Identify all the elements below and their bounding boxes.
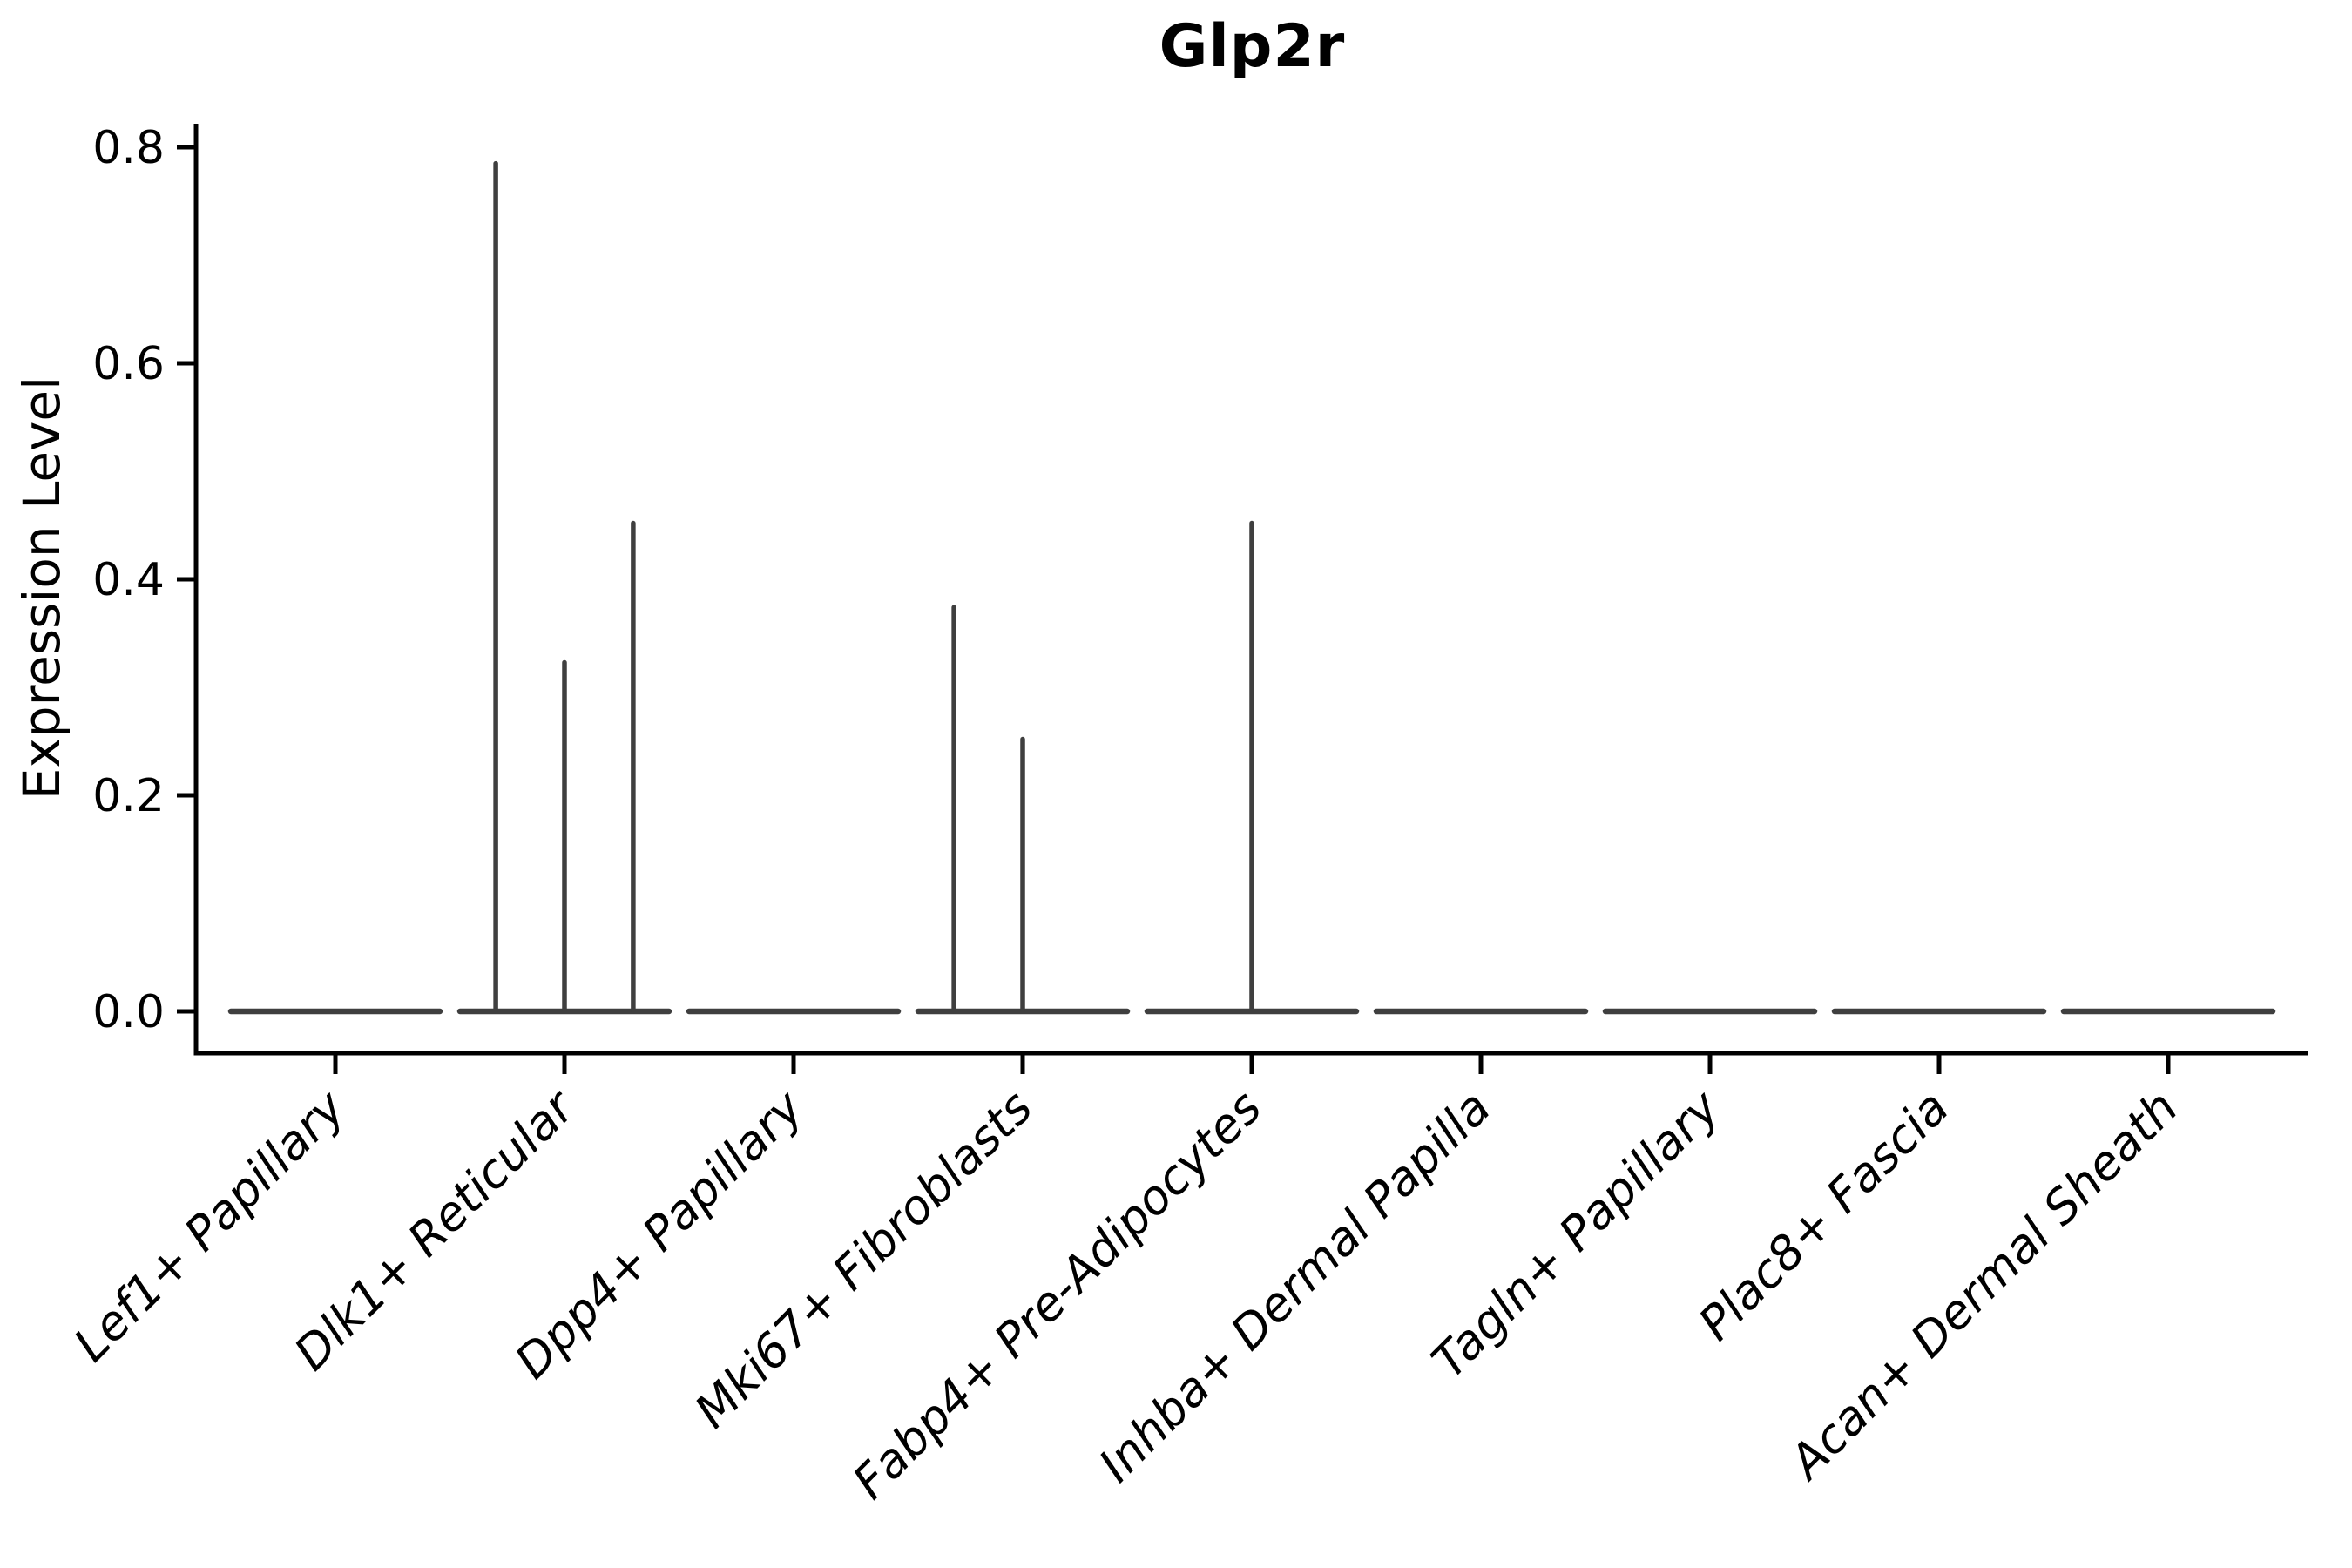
x-tick-label-4: Fabp4+ Pre-Adipocytes xyxy=(842,1080,1272,1510)
y-tick-label-4: 0.8 xyxy=(92,122,165,174)
y-tick-label-0: 0.0 xyxy=(92,986,165,1038)
plot-title: Glp2r xyxy=(1159,12,1346,81)
x-tick-label-5: Inhba+ Dermal Papilla xyxy=(1088,1080,1501,1493)
x-tick-label-8: Acan+ Dermal Sheath xyxy=(1777,1080,2188,1491)
y-tick-label-1: 0.2 xyxy=(92,770,165,822)
y-tick-label-3: 0.6 xyxy=(92,338,165,390)
y-tick-label-2: 0.4 xyxy=(92,554,165,606)
